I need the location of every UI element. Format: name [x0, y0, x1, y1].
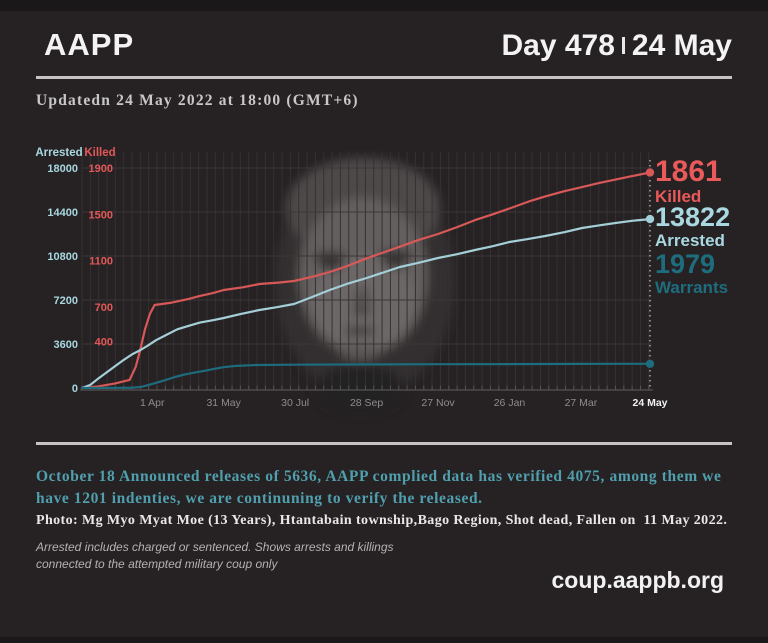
svg-text:31 May: 31 May — [206, 397, 241, 409]
release-verification-note: October 18 Announced releases of 5636, A… — [36, 468, 722, 507]
svg-text:1100: 1100 — [89, 256, 113, 268]
svg-text:400: 400 — [95, 337, 113, 349]
killed-total-value: 1861 — [655, 155, 722, 188]
gridlines — [81, 152, 652, 390]
warrants-total-label: Warrants — [655, 278, 729, 297]
svg-text:1 Apr: 1 Apr — [140, 397, 165, 409]
brand-title: AAPP — [44, 27, 135, 62]
arrested-total-label: Arrested — [655, 231, 725, 250]
svg-text:7200: 7200 — [54, 295, 78, 307]
updated-timestamp: Updatedn 24 May 2022 at 18:00 (GMT+6) — [36, 92, 359, 109]
svg-text:700: 700 — [95, 302, 113, 314]
day-date: Day 478 24 May — [501, 29, 732, 63]
svg-text:1900: 1900 — [89, 163, 113, 175]
svg-text:3600: 3600 — [54, 339, 78, 351]
svg-text:Killed: Killed — [84, 147, 115, 159]
day-date-separator — [621, 37, 625, 54]
svg-text:0: 0 — [72, 383, 78, 395]
day-counter: Day 478 — [501, 29, 615, 62]
killed-total-label: Killed — [655, 187, 702, 206]
footer-rule — [36, 442, 732, 445]
data-series-lines — [80, 168, 655, 390]
header: AAPP Day 478 24 May — [36, 0, 732, 63]
killed-total-callout: 1861 Killed — [655, 155, 722, 206]
svg-text:14400: 14400 — [47, 207, 78, 219]
svg-text:18000: 18000 — [47, 163, 78, 175]
arrests-killings-line-chart: Arrested Killed 18000 14400 10800 7200 3600 0 19… — [35, 147, 668, 416]
svg-text:1500: 1500 — [89, 209, 113, 221]
x-axis-baseline — [80, 385, 653, 391]
arrested-total-value: 13822 — [655, 202, 731, 232]
svg-text:26 Jan: 26 Jan — [494, 397, 526, 409]
svg-text:Arrested: Arrested — [35, 147, 82, 159]
bottom-edge-strip — [0, 637, 768, 643]
website-url: coup.aappb.org — [551, 567, 725, 593]
svg-text:28 Sep: 28 Sep — [350, 397, 383, 409]
header-rule — [36, 76, 732, 79]
axis-labels: Arrested Killed 18000 14400 10800 7200 3600 0 19… — [35, 147, 667, 409]
svg-text:27 Nov: 27 Nov — [421, 397, 455, 409]
photo-caption: Photo: Mg Myo Myat Moe (13 Years), Htant… — [36, 513, 728, 528]
date-label: 24 May — [631, 29, 732, 62]
warrants-total-value: 1979 — [655, 249, 716, 279]
arrested-total-callout: 13822 Arrested — [655, 202, 731, 250]
chart: Arrested Killed 18000 14400 10800 7200 3600 0 19… — [0, 133, 768, 425]
methodology-line-2: connected to the attempted military coup… — [36, 556, 278, 571]
methodology-line-1: Arrested includes charged or sentenced. … — [36, 540, 394, 554]
methodology-note: Arrested includes charged or sentenced. … — [36, 539, 732, 572]
svg-text:30 Jul: 30 Jul — [281, 397, 309, 409]
svg-text:24 May: 24 May — [632, 397, 667, 409]
svg-text:27 Mar: 27 Mar — [565, 397, 598, 409]
warrants-total-callout: 1979 Warrants — [655, 249, 729, 297]
top-edge-strip — [0, 0, 768, 11]
svg-text:10800: 10800 — [47, 251, 78, 263]
